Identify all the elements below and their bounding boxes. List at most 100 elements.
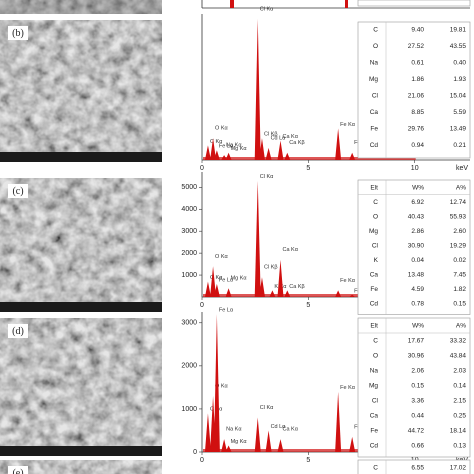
spectrum-peak: [213, 283, 220, 297]
table-cell: 2.86: [411, 228, 424, 235]
table-cell: 43.84: [450, 353, 467, 360]
table-fragment: [357, 0, 471, 7]
table-box: [357, 317, 471, 458]
sem-texture: [0, 318, 162, 456]
x-tick-label: 0: [200, 457, 204, 464]
peak-label: Na Kα: [226, 143, 242, 149]
sem-texture: [0, 20, 162, 162]
x-tick-label: 5: [306, 457, 310, 464]
table-cell: 0.02: [453, 257, 466, 264]
table-cell: 33.32: [450, 338, 467, 345]
table-cell: C: [373, 199, 378, 206]
table-cell: 13.48: [408, 272, 425, 279]
peak-label: Mg Kα: [231, 439, 248, 445]
spectrum-peak: [221, 439, 228, 452]
table-cell: C: [373, 338, 378, 345]
spectrum-peak: [277, 140, 284, 160]
panel-label-box: [8, 466, 28, 474]
y-tick-label: 2000: [181, 250, 197, 257]
table-cell: O: [373, 214, 378, 221]
spectrum-peak: [204, 413, 211, 452]
spectrum-peak: [210, 266, 217, 297]
spectrum-peak: [265, 430, 272, 452]
peak-label: Fe Kα: [340, 385, 356, 391]
background-continuum: [203, 449, 416, 452]
spectrum-peak: [335, 391, 342, 452]
table-cell: 9.40: [411, 27, 424, 34]
panel-label-box: [8, 324, 28, 338]
sem-texture: [0, 460, 162, 474]
table-cell: C: [373, 27, 378, 34]
table-cell: 43.55: [450, 43, 467, 50]
table-cell: O: [373, 353, 378, 360]
table-cell: Cl: [372, 93, 379, 100]
table-cell: 15.04: [450, 93, 467, 100]
peak-label: Mg Kα: [231, 146, 248, 152]
table-cell: 27.52: [408, 43, 425, 50]
table-cell: 0.25: [453, 413, 466, 420]
table-cell: 17.02: [450, 465, 467, 472]
table-cell: Mg: [369, 228, 378, 235]
spectrum-peak: [254, 180, 261, 297]
table-cell: 19.29: [450, 243, 467, 250]
table-cell: 0.44: [411, 413, 424, 420]
spectrum-peak: [254, 18, 261, 160]
peak-label: Cl Kα: [260, 405, 274, 411]
spectrum-peak: [225, 445, 232, 452]
peak-label: Fe Kα: [340, 278, 356, 284]
spectrum-peak: [225, 288, 232, 297]
table-cell: Cd: [370, 443, 379, 450]
background-continuum: [203, 157, 416, 160]
table-cell: 0.04: [411, 257, 424, 264]
table-cell: 2.60: [453, 228, 466, 235]
table-header: A%: [456, 185, 466, 192]
table-box: [357, 21, 471, 159]
table-cell: O: [373, 43, 378, 50]
table-cell: C: [373, 465, 378, 472]
peak-label: Fe Lα: [219, 277, 234, 283]
table-cell: 30.90: [408, 243, 425, 250]
table-cell: 17.67: [408, 338, 425, 345]
spectrum-peak: [213, 314, 220, 452]
table-cell: 44.72: [408, 428, 425, 435]
table-cell: 19.81: [450, 27, 467, 34]
table-cell: 2.06: [411, 368, 424, 375]
sem-info-bar: [0, 302, 162, 312]
table-cell: Na: [370, 60, 379, 67]
table-cell: Mg: [369, 383, 378, 390]
panel-label: (b): [12, 28, 24, 39]
table-header: A%: [456, 323, 466, 330]
table-cell: 1.82: [453, 286, 466, 293]
peak-label: Ca Kα: [282, 247, 298, 253]
table-cell: 55.93: [450, 214, 467, 221]
spectrum-peak: [349, 294, 356, 297]
table-cell: Na: [370, 368, 379, 375]
table-cell: 0.61: [411, 60, 424, 67]
table-cell: Cl: [372, 243, 379, 250]
table-cell: 2.15: [453, 398, 466, 405]
table-cell: Cd: [370, 142, 379, 149]
table-cell: 0.13: [453, 443, 466, 450]
table-cell: 0.78: [411, 301, 424, 308]
table-cell: 7.45: [453, 272, 466, 279]
table-header: Elt: [370, 323, 378, 330]
table-cell: Ca: [370, 109, 379, 116]
table-cell: 8.85: [411, 109, 424, 116]
table-cell: 13.49: [450, 126, 467, 133]
table-cell: Fe: [370, 286, 378, 293]
peak-label: O Kα: [215, 126, 228, 132]
spectrum-peak: [221, 155, 228, 160]
peak-label: Cl Kβ: [264, 265, 278, 271]
y-tick-label: 1000: [181, 272, 197, 279]
spectrum-peak: [284, 290, 291, 297]
y-tick-label: 0: [193, 449, 197, 456]
peak-label: Fe Lα: [219, 308, 234, 314]
spectrum-peak: [335, 290, 342, 297]
table-cell: 0.40: [453, 60, 466, 67]
table-cell: 18.14: [450, 428, 467, 435]
table-cell: Ca: [370, 413, 379, 420]
table-cell: 6.92: [411, 199, 424, 206]
x-axis-label: keV: [456, 165, 468, 172]
spectrum-peak: [277, 439, 284, 452]
table-cell: 0.66: [411, 443, 424, 450]
